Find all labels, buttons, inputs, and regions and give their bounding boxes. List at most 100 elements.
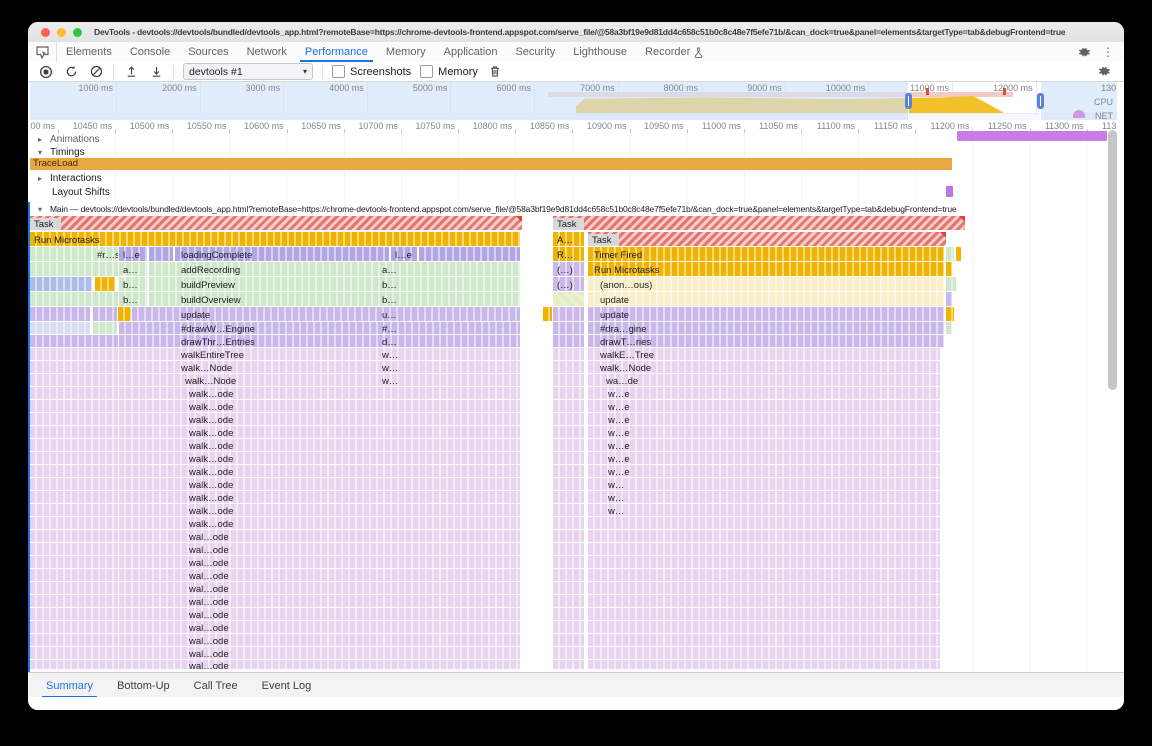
disclosure-expanded-icon[interactable]: ▾ — [38, 147, 43, 157]
flame-bar-we[interactable]: w…e — [588, 387, 940, 399]
flame-bar-()[interactable]: (…) — [553, 262, 584, 276]
tab-lighthouse[interactable]: Lighthouse — [564, 42, 636, 62]
flame-bar-b[interactable]: b… — [119, 292, 147, 306]
selection-left-handle[interactable] — [905, 93, 912, 109]
flame-bar[interactable] — [588, 556, 940, 568]
layout-shift-event[interactable] — [946, 186, 953, 197]
flame-bar-()[interactable]: (…) — [553, 277, 584, 291]
flame-bar-walode[interactable]: wal…ode — [119, 582, 520, 594]
flame-bar-(anonous)[interactable]: (anon…ous) — [588, 277, 944, 291]
flame-bar[interactable] — [553, 426, 584, 438]
flame-bar[interactable] — [553, 504, 584, 516]
flame-bar-walkNode[interactable]: walk…Node — [588, 361, 940, 373]
vertical-scrollbar[interactable] — [1108, 130, 1117, 390]
flame-bar[interactable] — [956, 247, 961, 261]
tab-security[interactable]: Security — [506, 42, 564, 62]
flame-bar-walkNode[interactable]: walk…Node — [119, 374, 520, 386]
flame-bar-update[interactable]: update — [132, 307, 520, 321]
flame-bar-Task[interactable]: Task — [30, 216, 522, 230]
flame-bar[interactable] — [30, 374, 118, 386]
flame-bar-walode[interactable]: wal…ode — [119, 543, 520, 555]
flame-bar-Task[interactable]: Task — [553, 216, 965, 230]
flame-bar[interactable] — [553, 621, 584, 633]
flame-bar[interactable] — [30, 517, 118, 529]
flame-bar[interactable] — [553, 322, 584, 334]
flame-bar-buildPreview[interactable]: buildPreview — [149, 277, 520, 291]
flame-bar[interactable] — [419, 247, 520, 261]
flame-bar[interactable] — [30, 400, 118, 412]
flame-bar[interactable] — [30, 504, 118, 516]
flame-bar[interactable] — [30, 452, 118, 464]
flame-bar-walkode[interactable]: walk…ode — [119, 517, 520, 529]
flame-bar[interactable] — [30, 322, 90, 334]
flame-bar[interactable] — [946, 322, 952, 334]
flame-bar-TimerFired[interactable]: Timer Fired — [588, 247, 944, 261]
flame-bar-walkode[interactable]: walk…ode — [119, 413, 520, 425]
track-layout-shifts[interactable]: Layout Shifts — [30, 186, 1117, 198]
flame-bar[interactable] — [588, 543, 940, 555]
track-main[interactable]: ▾ Main — devtools://devtools/bundled/dev… — [30, 202, 1115, 216]
flame-bar[interactable] — [30, 621, 118, 633]
flame-bar[interactable] — [149, 247, 173, 261]
flame-bar-A[interactable]: A… — [553, 232, 584, 246]
flame-bar-#[interactable]: #… — [378, 322, 412, 334]
flame-bar[interactable] — [30, 569, 118, 581]
flame-bar[interactable] — [30, 387, 118, 399]
flame-bar-walode[interactable]: wal…ode — [119, 569, 520, 581]
tab-memory[interactable]: Memory — [377, 42, 435, 62]
flame-bar[interactable] — [553, 569, 584, 581]
flame-bar[interactable] — [30, 660, 118, 669]
reload-and-record-button[interactable] — [63, 64, 79, 80]
tab-application[interactable]: Application — [435, 42, 507, 62]
flame-bar[interactable] — [553, 660, 584, 669]
flame-bar[interactable] — [553, 543, 584, 555]
timeline-overview[interactable]: CPU NET 1000 ms 2000 ms 3000 ms 4000 ms 5000… — [30, 82, 1117, 121]
track-interactions[interactable]: ▸ Interactions — [30, 172, 1117, 185]
flame-bar-walode[interactable]: wal…ode — [119, 634, 520, 646]
tab-performance[interactable]: Performance — [296, 42, 377, 62]
flame-bar[interactable] — [30, 307, 90, 321]
flame-bar[interactable] — [553, 439, 584, 451]
flame-bar-addRecording[interactable]: addRecording — [149, 262, 520, 276]
history-select[interactable]: devtools #1 ▾ — [183, 63, 313, 80]
flame-bar[interactable] — [30, 426, 118, 438]
tab-elements[interactable]: Elements — [57, 42, 121, 62]
flame-bar[interactable] — [553, 387, 584, 399]
flame-bar-walkNode[interactable]: walk…Node — [119, 361, 520, 373]
flame-bar-b[interactable]: b… — [378, 277, 412, 291]
flame-bar[interactable] — [553, 478, 584, 490]
flame-bar[interactable] — [553, 582, 584, 594]
flame-bar[interactable] — [30, 335, 118, 347]
flame-bar[interactable] — [30, 556, 118, 568]
flame-bar[interactable] — [30, 478, 118, 490]
settings-gear-icon[interactable] — [1076, 44, 1092, 60]
flame-bar[interactable] — [30, 277, 92, 291]
flame-bar[interactable] — [553, 530, 584, 542]
flame-bar-we[interactable]: w…e — [588, 426, 940, 438]
flame-bar[interactable] — [95, 277, 115, 291]
flame-bar[interactable] — [30, 543, 118, 555]
flame-bar-Task[interactable]: Task — [588, 232, 946, 246]
flame-bar[interactable] — [588, 634, 940, 646]
flame-chart[interactable]: Task Task Run Microtasks A… Task #r…s l…e loadi… — [30, 216, 1117, 672]
flame-bar[interactable] — [30, 530, 118, 542]
flame-bar-walkode[interactable]: walk…ode — [119, 465, 520, 477]
flame-bar-w[interactable]: w… — [588, 504, 940, 516]
flame-bar-update[interactable]: update — [588, 292, 944, 306]
flame-bar[interactable] — [30, 413, 118, 425]
flame-bar[interactable] — [553, 335, 584, 347]
flame-bar-b[interactable]: b… — [378, 292, 412, 306]
flame-bar-b[interactable]: b… — [119, 277, 147, 291]
flame-bar[interactable] — [30, 348, 118, 360]
flame-bar[interactable] — [30, 582, 118, 594]
tab-console[interactable]: Console — [121, 42, 179, 62]
flame-bar-walkode[interactable]: walk…ode — [119, 426, 520, 438]
inspect-element-icon[interactable] — [28, 42, 57, 62]
flame-bar-walode[interactable]: wal…ode — [119, 530, 520, 542]
flame-bar-buildOverview[interactable]: buildOverview — [149, 292, 520, 306]
details-tab-call-tree[interactable]: Call Tree — [193, 679, 238, 692]
flame-bar[interactable] — [93, 307, 117, 321]
flame-bar-walkode[interactable]: walk…ode — [119, 387, 520, 399]
flame-bar-loadingComplete[interactable]: loadingComplete — [175, 247, 389, 261]
flame-bar-walkode[interactable]: walk…ode — [119, 478, 520, 490]
